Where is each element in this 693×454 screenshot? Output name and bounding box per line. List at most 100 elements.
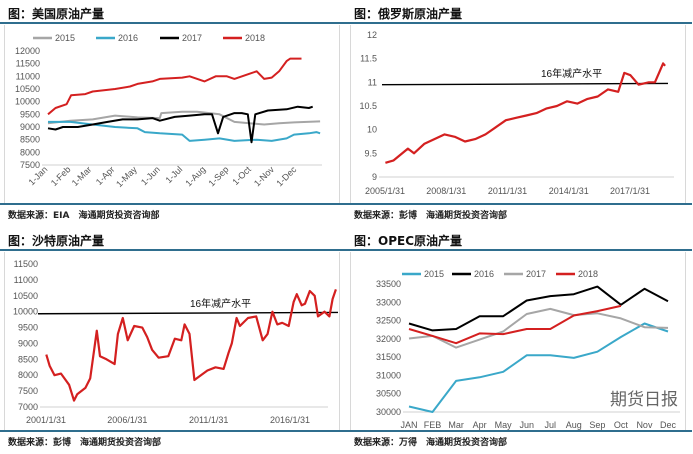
x-tick-label: Dec <box>660 420 677 430</box>
x-tick-label: 2016/1/31 <box>270 415 310 425</box>
y-tick-label: 7000 <box>18 402 38 412</box>
source-note: 数据来源：万得 海通期货投资咨询部 <box>354 438 508 448</box>
x-tick-label: 1-Mar <box>70 164 94 188</box>
y-tick-label: 9 <box>372 172 377 182</box>
legend-label-2016: 2016 <box>118 33 138 43</box>
legend-label-2015: 2015 <box>55 33 75 43</box>
y-tick-label: 8000 <box>20 147 40 157</box>
y-tick-label: 11 <box>368 77 377 87</box>
divider <box>346 249 692 251</box>
panel-title: 图：俄罗斯原油产量 <box>354 7 463 21</box>
source-note: 数据来源：彭博 海通期货投资咨询部 <box>354 211 508 221</box>
reference-line <box>37 311 339 315</box>
reference-line-label: 16年减产水平 <box>541 67 602 80</box>
series-line-2018 <box>408 304 622 345</box>
x-tick-label: Nov <box>636 420 653 430</box>
x-tick-label: Aug <box>566 420 582 430</box>
x-tick-label: 2008/1/31 <box>426 186 466 196</box>
y-tick-label: 12000 <box>15 46 40 56</box>
y-tick-label: 11500 <box>14 259 38 269</box>
x-tick-label: 2011/1/31 <box>488 186 527 196</box>
divider <box>346 22 692 24</box>
y-tick-label: 7500 <box>20 160 40 170</box>
x-tick-label: May <box>495 420 513 430</box>
panel-title: 图：OPEC原油产量 <box>354 234 463 248</box>
series-line-2015 <box>47 110 321 126</box>
y-tick-label: 33000 <box>376 297 401 307</box>
x-tick-label: 2005/1/31 <box>365 186 405 196</box>
x-tick-label: FEB <box>424 420 442 430</box>
y-tick-label: 11000 <box>16 71 40 81</box>
x-tick-label: Apr <box>473 420 487 430</box>
x-tick-label: 2006/1/31 <box>107 415 147 425</box>
y-tick-label: 8000 <box>18 370 38 380</box>
y-tick-label: 10.5 <box>359 101 377 111</box>
divider <box>0 22 346 24</box>
y-tick-label: 10000 <box>15 97 40 107</box>
legend-label-2015: 2015 <box>424 269 444 279</box>
panel-title: 图：沙特原油产量 <box>8 234 105 248</box>
series-line-沙特 <box>45 289 337 402</box>
y-tick-label: 11.5 <box>360 54 377 64</box>
legend-label-2018: 2018 <box>245 33 265 43</box>
x-tick-label: 1-Feb <box>49 164 73 188</box>
y-tick-label: 8500 <box>18 354 38 364</box>
y-tick-label: 11500 <box>16 59 40 69</box>
divider <box>0 203 346 205</box>
chart-frame <box>4 252 340 430</box>
x-tick-label: Oct <box>614 420 629 430</box>
y-tick-label: 9500 <box>18 323 38 333</box>
y-tick-label: 10500 <box>13 291 38 301</box>
x-tick-label: 1-Dec <box>274 164 298 188</box>
series-line-2017 <box>408 307 669 349</box>
x-tick-label: Sep <box>589 420 605 430</box>
x-tick-label: 2011/1/31 <box>189 415 228 425</box>
x-tick-label: 2014/1/31 <box>549 186 589 196</box>
series-line-2016 <box>408 285 669 332</box>
x-tick-label: 1-Oct <box>230 164 253 187</box>
chart-frame <box>350 25 686 203</box>
x-tick-label: Mar <box>448 420 464 430</box>
y-tick-label: 7500 <box>18 386 38 396</box>
x-tick-label: 1-Sep <box>207 164 231 188</box>
russia-production-chart: 9 9.5 10 10.5 11 11.5 12 2005/1/31 2008/1/31 2011… <box>359 30 674 196</box>
x-tick-label: 1-May <box>114 164 139 189</box>
divider <box>346 430 692 432</box>
y-tick-label: 31000 <box>376 370 401 380</box>
x-tick-label: 1-Apr <box>94 164 117 187</box>
panel-title: 图：美国原油产量 <box>8 7 105 21</box>
y-tick-label: 9000 <box>20 122 40 132</box>
x-tick-label: 1-Jun <box>139 164 162 187</box>
series-line-2017 <box>47 105 314 144</box>
y-tick-label: 30500 <box>376 389 401 399</box>
y-tick-label: 9000 <box>18 338 38 348</box>
y-tick-label: 11000 <box>14 275 38 285</box>
x-tick-label: Jun <box>519 420 534 430</box>
panel-russia: 图：俄罗斯原油产量 9 9.5 10 10.5 11 11.5 12 2005/1/31 200… <box>346 0 692 227</box>
y-tick-label: 10 <box>367 125 377 135</box>
source-note: 数据来源：EIA 海通期货投资咨询部 <box>8 211 160 221</box>
x-tick-label: 2001/1/31 <box>26 415 66 425</box>
legend-label-2016: 2016 <box>474 269 494 279</box>
divider <box>346 203 692 205</box>
y-tick-label: 10500 <box>15 84 40 94</box>
y-tick-label: 32500 <box>376 316 401 326</box>
x-tick-label: Jul <box>545 420 557 430</box>
us-production-chart: 7500 8000 8500 9000 9500 10000 10500 11000 11500… <box>15 33 322 189</box>
x-tick-label: 1-Nov <box>252 164 276 188</box>
legend-label-2017: 2017 <box>182 33 202 43</box>
reference-line-label: 16年减产水平 <box>190 297 251 310</box>
y-tick-label: 8500 <box>20 135 40 145</box>
reference-line <box>381 82 669 86</box>
y-tick-label: 10000 <box>13 307 38 317</box>
chart-frame <box>350 252 686 430</box>
legend-label-2018: 2018 <box>578 269 598 279</box>
series-line-2016 <box>48 120 321 142</box>
y-tick-label: 30000 <box>376 407 401 417</box>
x-tick-label: 1-Jul <box>163 164 184 185</box>
x-tick-label: 2017/1/31 <box>610 186 650 196</box>
y-tick-label: 9500 <box>20 109 40 119</box>
saudi-production-chart: 7000 7500 8000 8500 9000 9500 10000 10500 11000 1… <box>13 259 339 425</box>
y-tick-label: 12 <box>367 30 377 40</box>
